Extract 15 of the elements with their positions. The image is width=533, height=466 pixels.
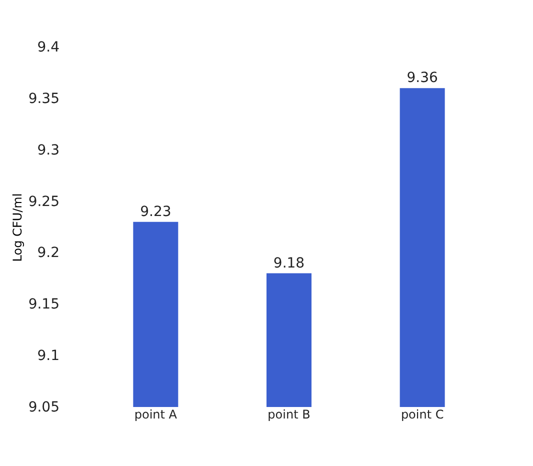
y-tick-label: 9.3 [37, 142, 60, 158]
data-label: 9.23 [140, 204, 172, 220]
x-tick-label: point B [268, 408, 310, 422]
y-axis-title: Log CFU/ml [10, 193, 24, 262]
x-tick-label: point C [400, 408, 444, 422]
y-tick-label: 9.05 [28, 400, 60, 416]
data-label: 9.36 [406, 70, 438, 86]
y-tick-label: 9.15 [28, 296, 60, 313]
data-label: 9.18 [273, 255, 305, 272]
y-tick-label: 9.2 [37, 245, 60, 262]
y-tick-label: 9.1 [37, 348, 60, 364]
y-tick-label: 9.4 [37, 40, 60, 56]
y-tick-label: 9.35 [28, 90, 60, 107]
x-tick-label: point A [134, 408, 178, 422]
y-tick-label: 9.25 [28, 194, 60, 210]
